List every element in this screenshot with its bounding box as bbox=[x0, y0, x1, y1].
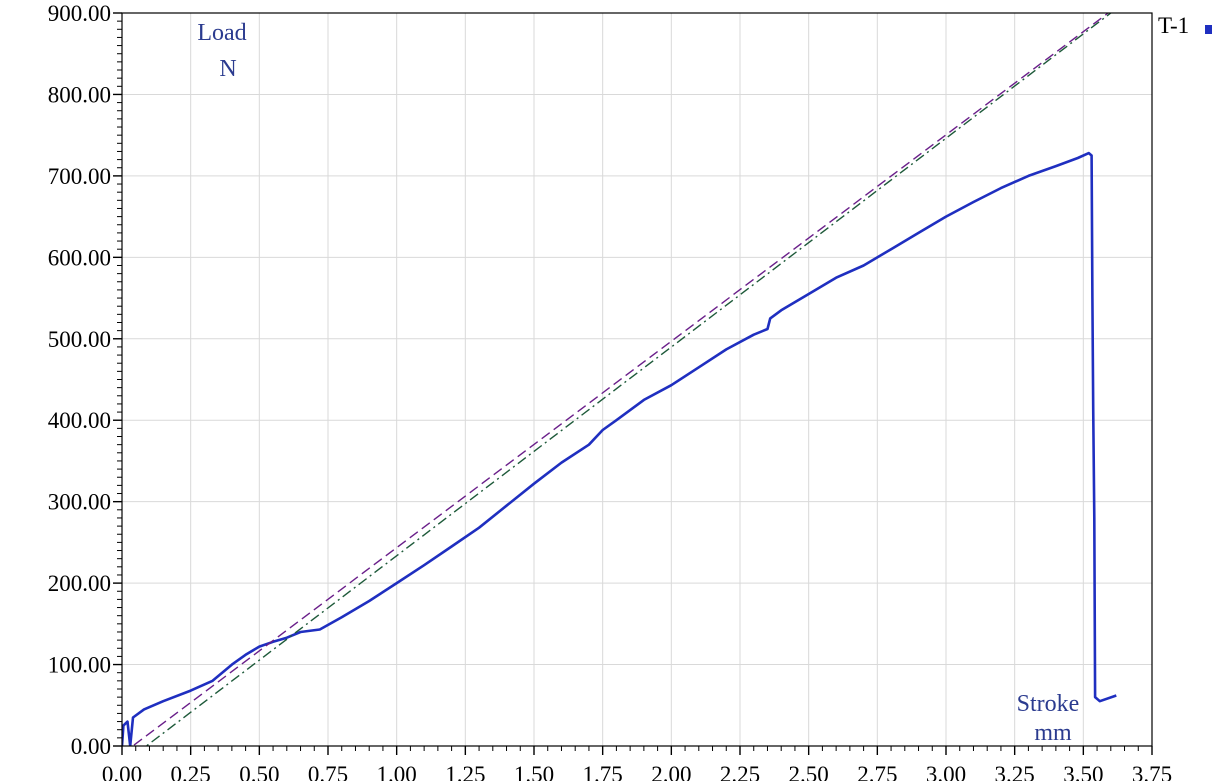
x-tick-label: 2.50 bbox=[789, 762, 829, 781]
plot-border bbox=[121, 12, 1153, 747]
y-tick-label: 400.00 bbox=[48, 408, 111, 433]
x-tick-label: 2.25 bbox=[720, 762, 760, 781]
y-tick-label: 600.00 bbox=[48, 245, 111, 270]
x-axis-unit: mm bbox=[1034, 720, 1072, 746]
x-tick-label: 2.75 bbox=[857, 762, 897, 781]
x-tick-label: 3.25 bbox=[995, 762, 1035, 781]
x-tick-label: 1.75 bbox=[583, 762, 623, 781]
legend-swatch-t1 bbox=[1205, 25, 1212, 34]
x-tick-label: 0.75 bbox=[308, 762, 348, 781]
reference-line-dashed bbox=[131, 13, 1109, 746]
axis-ticks bbox=[113, 12, 1153, 755]
y-tick-label: 100.00 bbox=[48, 653, 111, 678]
x-tick-label: 3.50 bbox=[1063, 762, 1103, 781]
tick-labels: 0.00 100.00 200.00 300.00 400.00 500.00 600.00… bbox=[48, 1, 1172, 781]
y-tick-label: 300.00 bbox=[48, 490, 111, 515]
legend-label-t1: T-1 bbox=[1158, 13, 1189, 38]
x-tick-label: 1.00 bbox=[377, 762, 417, 781]
series-lines bbox=[122, 13, 1117, 746]
y-tick-label: 200.00 bbox=[48, 571, 111, 596]
x-tick-label: 0.00 bbox=[102, 762, 142, 781]
y-axis-unit: N bbox=[219, 56, 236, 82]
x-tick-label: 1.50 bbox=[514, 762, 554, 781]
y-tick-label: 500.00 bbox=[48, 327, 111, 352]
x-axis-title: Stroke bbox=[1017, 691, 1080, 717]
grid bbox=[122, 13, 1152, 746]
x-tick-label: 1.25 bbox=[445, 762, 485, 781]
x-tick-label: 0.50 bbox=[239, 762, 279, 781]
y-tick-label: 0.00 bbox=[71, 734, 111, 759]
x-tick-label: 2.00 bbox=[651, 762, 691, 781]
x-tick-label: 3.75 bbox=[1132, 762, 1172, 781]
y-tick-label: 900.00 bbox=[48, 1, 111, 26]
reference-line-dash-dot bbox=[145, 13, 1112, 746]
x-tick-label: 0.25 bbox=[171, 762, 211, 781]
x-tick-label: 3.00 bbox=[926, 762, 966, 781]
y-tick-label: 700.00 bbox=[48, 164, 111, 189]
series-line-t1 bbox=[122, 151, 1117, 746]
y-axis-title: Load bbox=[197, 20, 246, 46]
plot-frame bbox=[121, 12, 1153, 747]
y-tick-label: 800.00 bbox=[48, 82, 111, 107]
